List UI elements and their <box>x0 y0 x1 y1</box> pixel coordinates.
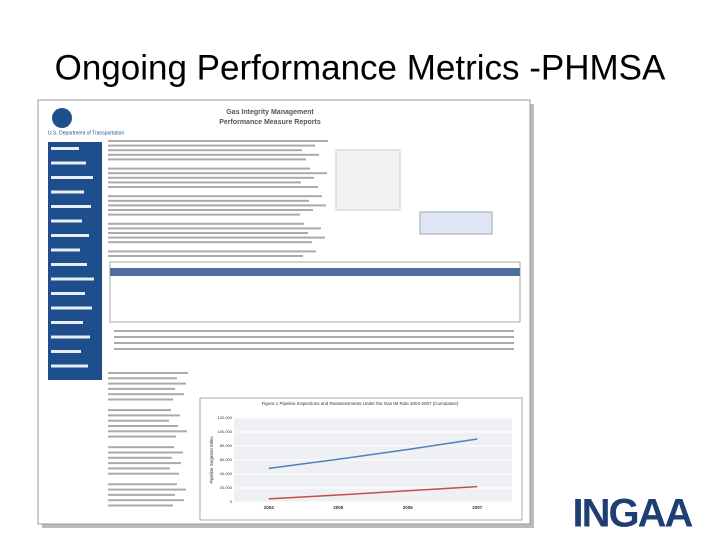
text-line <box>108 176 314 179</box>
y-tick-label: 100,000 <box>218 429 233 434</box>
nav-item <box>51 161 86 165</box>
table-header <box>110 268 520 276</box>
text-line <box>108 232 308 234</box>
text-line <box>108 186 318 188</box>
text-line <box>108 377 177 380</box>
x-tick-label: 2005 <box>333 505 344 510</box>
text-line <box>108 222 304 225</box>
text-line <box>108 172 327 175</box>
text-line <box>108 493 175 496</box>
text-line <box>108 236 325 239</box>
nav-item <box>51 321 83 324</box>
text-line <box>108 472 179 475</box>
nav-item <box>51 205 91 208</box>
nav-items <box>51 147 94 368</box>
nav-sidebar <box>48 142 102 380</box>
nav-item <box>51 335 90 339</box>
y-tick-label: 20,000 <box>220 485 233 490</box>
text-line <box>108 167 310 170</box>
text-line <box>114 336 514 338</box>
text-line <box>108 227 321 230</box>
dot-logo <box>52 108 72 128</box>
nav-item <box>51 292 85 295</box>
text-line <box>108 393 184 396</box>
text-line <box>108 204 326 207</box>
y-tick-label: 60,000 <box>220 457 233 462</box>
side-note <box>408 150 518 210</box>
text-line <box>108 387 175 390</box>
text-line <box>108 158 306 161</box>
x-tick-label: 2004 <box>264 505 275 510</box>
text-line <box>108 213 300 216</box>
side-box <box>335 149 401 211</box>
text-line <box>108 425 178 427</box>
text-line <box>108 199 309 202</box>
nav-item <box>51 190 84 194</box>
text-line <box>108 414 180 417</box>
text-line <box>108 209 313 211</box>
heading-line: Performance Measure Reports <box>219 119 321 126</box>
text-line <box>108 255 303 257</box>
nav-item <box>51 306 92 310</box>
text-line <box>108 149 302 152</box>
agency: U.S. Department of Transportation <box>48 130 124 136</box>
nav-item <box>51 263 87 266</box>
text-line <box>108 488 186 491</box>
text-line <box>108 195 322 198</box>
logo: INGAA <box>573 492 693 536</box>
nav-item <box>51 219 82 223</box>
nav-item <box>51 248 80 252</box>
text-line <box>108 398 173 401</box>
text-line <box>108 499 184 502</box>
nav-item <box>51 364 88 368</box>
figure-plot: 0 20,000 40,000 60,000 80,000 100,000 120,000 2… <box>218 415 512 510</box>
figure-title: Figure 1 Pipeline Inspections and Reasse… <box>262 401 459 406</box>
text-line <box>114 342 514 344</box>
y-axis-label: Pipeline Segment Miles <box>209 436 214 484</box>
text-line <box>108 467 170 470</box>
slide-title: Ongoing Performance Metrics -PHMSA <box>55 48 666 87</box>
text-line <box>108 435 176 438</box>
text-line <box>108 144 315 147</box>
text-line <box>108 451 183 454</box>
text-line <box>108 153 319 156</box>
nav-item <box>51 350 81 353</box>
report-link[interactable] <box>419 211 493 235</box>
text-line <box>108 241 312 244</box>
heading-line: Gas Integrity Management <box>226 109 314 116</box>
text-line <box>108 140 328 142</box>
text-line <box>108 456 172 459</box>
y-tick-label: 80,000 <box>220 443 233 448</box>
y-tick-label: 120,000 <box>218 415 233 420</box>
text-line <box>114 330 514 332</box>
y-tick-label: 40,000 <box>220 471 233 476</box>
text-line <box>108 419 169 422</box>
x-tick-label: 2006 <box>403 505 414 510</box>
text-line <box>114 348 514 350</box>
text-line <box>108 409 171 412</box>
nav-item <box>51 277 94 281</box>
nav-item <box>51 147 79 150</box>
text-line <box>108 372 188 374</box>
nav-item <box>51 234 89 237</box>
text-line <box>108 250 316 253</box>
text-line <box>108 483 177 486</box>
text-line <box>108 504 173 507</box>
text-line <box>108 462 181 465</box>
text-line <box>108 382 186 385</box>
text-line <box>108 446 174 449</box>
y-tick-label: 0 <box>230 499 233 504</box>
text-line <box>108 430 187 433</box>
series-line <box>268 485 478 500</box>
x-tick-label: 2007 <box>472 505 483 510</box>
series-line <box>268 438 478 470</box>
text-line <box>108 181 301 184</box>
nav-item <box>51 176 93 179</box>
